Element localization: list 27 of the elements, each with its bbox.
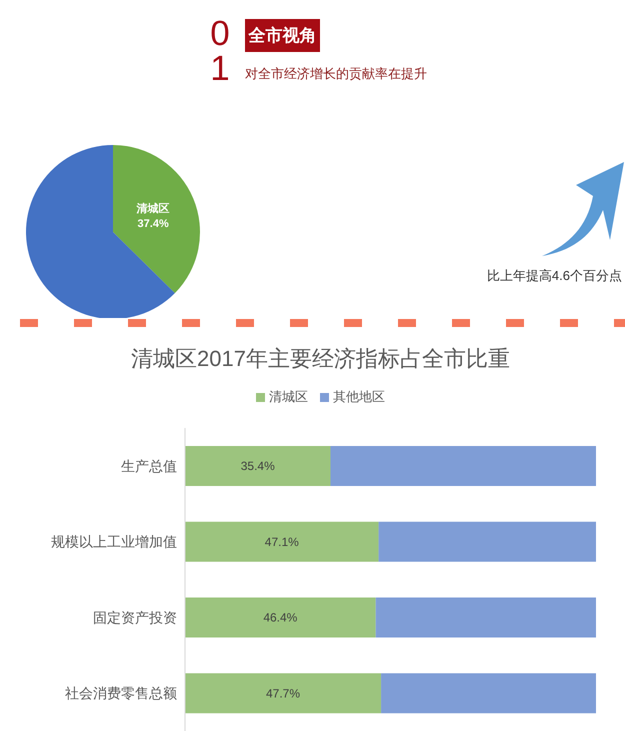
text: 01 xyxy=(209,14,231,88)
y-tick-label: 社会消费零售总额 xyxy=(65,685,177,702)
data-label: 47.7% xyxy=(266,686,300,700)
y-tick-label: 规模以上工业增加值 xyxy=(51,534,177,550)
y-tick-label: 固定资产投资 xyxy=(93,609,177,626)
bar xyxy=(381,673,596,714)
bar xyxy=(185,673,382,714)
data-label: 47.1% xyxy=(264,534,300,549)
bar xyxy=(185,522,379,562)
legend-label: 其他地区 xyxy=(333,388,385,406)
y-tick-label: 生产总值 xyxy=(121,458,177,474)
pie-slice xyxy=(26,145,175,318)
text: 比上年提高4.6个百分点 xyxy=(486,268,622,284)
bar xyxy=(185,598,376,638)
bar xyxy=(330,446,596,486)
data-label: 35.4% xyxy=(240,459,276,473)
data-label: 37.4% xyxy=(138,218,169,230)
chart-title: 清城区2017年主要经济指标占全市比重 xyxy=(130,345,511,373)
data-label: 46.4% xyxy=(263,610,298,624)
slice-label: 清城区 xyxy=(136,202,170,216)
legend-label: 清城区 xyxy=(269,388,308,406)
text: 对全市经济增长的贡献率在提升 xyxy=(245,66,427,82)
text: 全市视角 xyxy=(245,19,320,52)
pie-slice xyxy=(113,145,200,294)
bar xyxy=(185,446,330,486)
bar xyxy=(378,522,596,562)
bar xyxy=(376,598,596,638)
